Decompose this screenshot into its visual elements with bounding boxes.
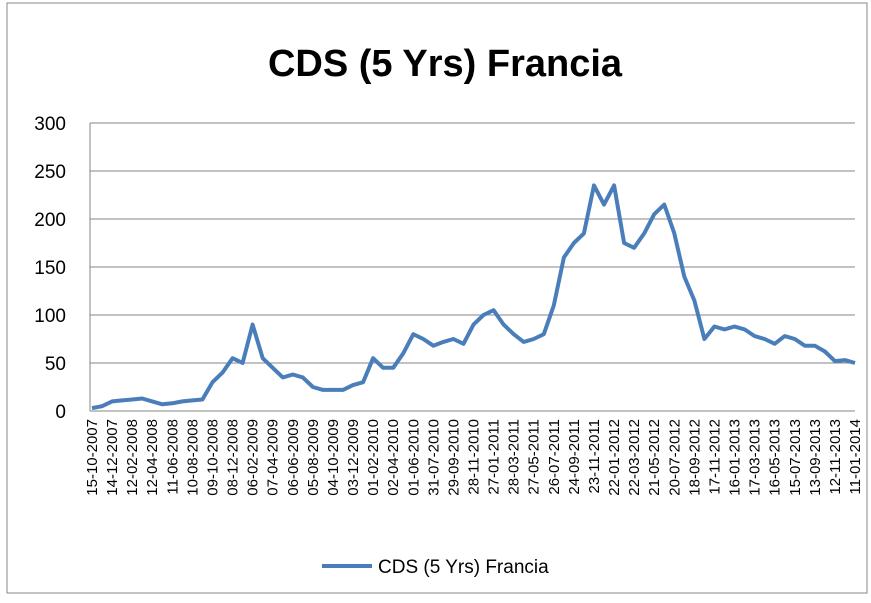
- x-tick-label: 31-07-2010: [425, 419, 442, 496]
- x-tick-label: 28-03-2011: [506, 419, 523, 495]
- data-line: [91, 183, 856, 411]
- x-tick-label: 11-01-2014: [847, 419, 864, 495]
- x-tick-label: 18-09-2012: [686, 419, 703, 496]
- x-tick-label: 09-10-2008: [204, 419, 221, 496]
- x-tick-label: 15-07-2013: [787, 419, 804, 496]
- x-tick-label: 22-01-2012: [606, 419, 623, 496]
- y-tick-label: 150: [34, 258, 66, 279]
- x-tick-label: 05-08-2009: [305, 419, 322, 496]
- x-tick-label: 07-04-2009: [265, 419, 282, 496]
- chart-frame: [6, 2, 868, 594]
- x-tick-label: 20-07-2012: [666, 419, 683, 496]
- y-tick-label: 200: [34, 210, 66, 231]
- x-tick-label: 26-07-2011: [546, 419, 563, 495]
- x-tick-label: 16-05-2013: [767, 419, 784, 496]
- x-tick-label: 14-12-2007: [104, 419, 121, 496]
- x-tick-label: 03-12-2009: [345, 419, 362, 496]
- y-tick-label: 250: [34, 162, 66, 183]
- y-tick-label: 300: [34, 114, 66, 135]
- x-tick-label: 06-06-2009: [285, 419, 302, 496]
- x-tick-label: 17-03-2013: [747, 419, 764, 496]
- x-tick-label: 15-10-2007: [84, 419, 101, 496]
- x-tick-label: 04-10-2009: [325, 419, 342, 496]
- x-tick-label: 01-02-2010: [365, 419, 382, 496]
- x-tick-label: 08-12-2008: [225, 419, 242, 496]
- y-tick-label: 50: [45, 354, 66, 375]
- x-tick-label: 27-01-2011: [486, 419, 503, 495]
- x-tick-label: 01-06-2010: [405, 419, 422, 496]
- y-tick-label: 0: [55, 402, 66, 423]
- x-tick-label: 29-09-2010: [445, 419, 462, 496]
- x-tick-label: 27-05-2011: [526, 419, 543, 495]
- x-tick-label: 17-11-2012: [706, 419, 723, 495]
- x-tick-label: 06-02-2009: [245, 419, 262, 496]
- x-tick-label: 22-03-2012: [626, 419, 643, 496]
- x-tick-label: 21-05-2012: [646, 419, 663, 496]
- chart-title: CDS (5 Yrs) Francia: [268, 43, 623, 85]
- x-tick-label: 13-09-2013: [807, 419, 824, 496]
- y-tick-label: 100: [34, 306, 66, 327]
- x-tick-label: 16-01-2013: [727, 419, 744, 496]
- legend-label: CDS (5 Yrs) Francia: [378, 557, 549, 578]
- x-tick-label: 11-06-2008: [164, 419, 181, 495]
- x-tick-label: 24-09-2011: [566, 419, 583, 495]
- x-tick-label: 02-04-2010: [385, 419, 402, 496]
- x-tick-label: 28-11-2010: [466, 419, 483, 495]
- x-tick-label: 10-08-2008: [184, 419, 201, 496]
- x-tick-label: 12-04-2008: [144, 419, 161, 496]
- x-tick-label: 12-11-2013: [827, 419, 844, 495]
- x-tick-label: 23-11-2011: [586, 419, 603, 494]
- x-tick-label: 12-02-2008: [124, 419, 141, 496]
